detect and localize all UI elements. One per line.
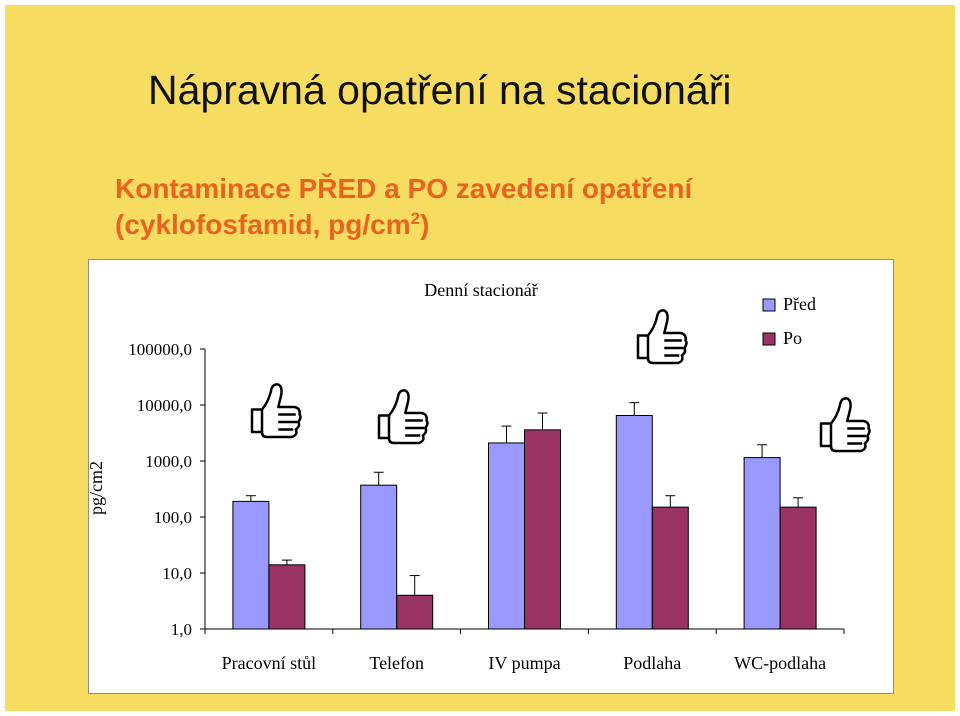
y-tick-label: 100,0 bbox=[154, 508, 192, 527]
bar-pred bbox=[615, 414, 653, 630]
thumbs-group bbox=[250, 309, 871, 453]
bar-pred bbox=[360, 484, 398, 630]
x-tick-label: Podlaha bbox=[623, 653, 681, 673]
bar-po bbox=[651, 506, 689, 630]
bar-pred bbox=[232, 500, 270, 630]
y-tick-label: 10,0 bbox=[162, 564, 192, 583]
bars-group bbox=[232, 402, 817, 630]
y-tick-label: 100000,0 bbox=[128, 340, 192, 359]
thumbs-up-icon bbox=[819, 397, 871, 453]
bar-po bbox=[524, 429, 561, 630]
thumb-fingers bbox=[847, 427, 866, 445]
y-tick-label: 10000,0 bbox=[137, 396, 192, 415]
legend-swatch-pred bbox=[762, 298, 776, 312]
subtitle-line-2: (cyklofosfamid, pg/cm2) bbox=[115, 207, 692, 243]
thumbs-up-icon bbox=[636, 309, 688, 365]
bar-chart: Denní stacionář pg/cm2 1,0 10,0 100,0 1000,… bbox=[89, 280, 871, 673]
x-tick-label: WC-podlaha bbox=[734, 653, 826, 673]
subtitle-line-2-close: ) bbox=[420, 209, 430, 240]
y-tick-label: 1000,0 bbox=[145, 452, 192, 471]
bar-pred bbox=[743, 457, 781, 630]
legend: Před Po bbox=[747, 290, 843, 354]
bar-pred bbox=[488, 442, 525, 630]
thumb-fingers bbox=[405, 419, 424, 437]
subtitle-line-1: Kontaminace PŘED a PO zavedení opatření bbox=[115, 173, 693, 204]
bar-po bbox=[779, 506, 817, 630]
y-axis-label: pg/cm2 bbox=[89, 461, 106, 515]
thumb-outline bbox=[377, 389, 429, 445]
y-tick-label: 1,0 bbox=[171, 620, 192, 639]
slide-subtitle: Kontaminace PŘED a PO zavedení opatření … bbox=[115, 171, 692, 243]
x-tick-label: IV pumpa bbox=[488, 653, 560, 673]
bar-po bbox=[396, 594, 434, 630]
thumb-outline bbox=[250, 383, 302, 439]
thumb-outline bbox=[636, 309, 688, 365]
slide-title: Nápravná opatření na stacionáři bbox=[148, 67, 732, 113]
thumbs-up-icon bbox=[250, 383, 302, 439]
thumb-fingers bbox=[278, 413, 297, 431]
x-tick-label: Telefon bbox=[369, 653, 424, 673]
legend-swatch-po bbox=[762, 332, 776, 346]
thumbs-up-icon bbox=[377, 389, 429, 445]
x-axis-labels: Pracovní stůl Telefon IV pumpa Podlaha WC-po… bbox=[222, 653, 826, 673]
thumb-outline bbox=[819, 397, 871, 453]
thumb-fingers bbox=[664, 339, 683, 357]
chart-title: Denní stacionář bbox=[424, 280, 537, 300]
y-axis: 1,0 10,0 100,0 1000,0 10000,0 100000,0 bbox=[128, 340, 845, 639]
legend-label-pred: Před bbox=[783, 294, 816, 314]
subtitle-line-2-text: (cyklofosfamid, pg/cm bbox=[115, 209, 411, 240]
bar-po bbox=[268, 564, 306, 630]
subtitle-superscript: 2 bbox=[410, 209, 421, 228]
legend-label-po: Po bbox=[783, 328, 802, 348]
chart-area: Denní stacionář pg/cm2 1,0 10,0 100,0 1000,… bbox=[88, 259, 894, 694]
x-tick-label: Pracovní stůl bbox=[222, 653, 317, 673]
